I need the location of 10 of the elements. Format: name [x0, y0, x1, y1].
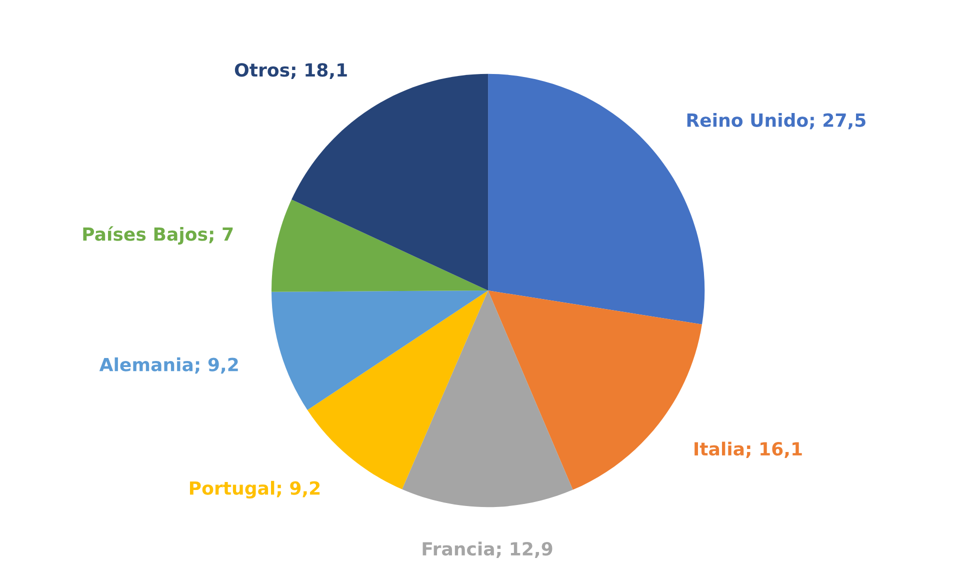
slice-label: Reino Unido; 27,5 — [687, 112, 866, 130]
slice-label: Italia; 16,1 — [694, 442, 802, 458]
slice-label: Otros; 18,1 — [234, 63, 347, 80]
pie-slice — [402, 290, 573, 508]
slice-label: Francia; 12,9 — [422, 542, 552, 558]
pie-slice — [271, 200, 488, 292]
slice-label: Alemania; 9,2 — [99, 357, 238, 374]
slice-label: Portugal; 9,2 — [190, 480, 320, 499]
slice-label: Países Bajos; 7 — [83, 226, 233, 245]
pie-slice — [271, 290, 488, 410]
